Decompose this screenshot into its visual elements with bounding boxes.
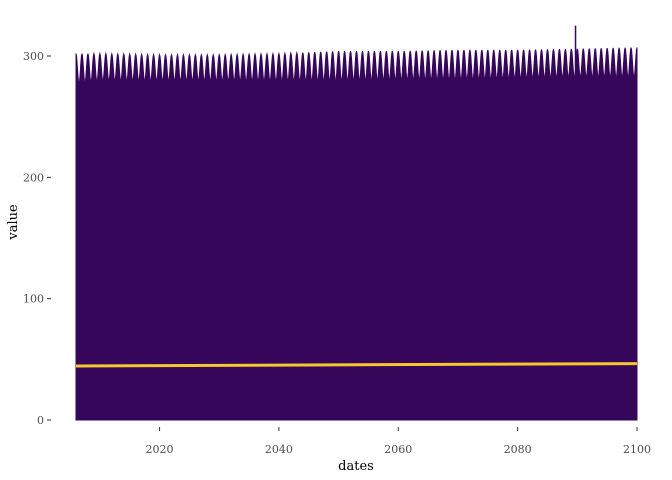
x-tick-label: 2020	[146, 443, 174, 456]
x-tick-label: 2040	[265, 443, 293, 456]
x-axis: 2020 2040 2060 2080 2100	[146, 427, 651, 456]
x-tick-label: 2100	[623, 443, 651, 456]
plot-area	[75, 25, 638, 421]
trend-line	[75, 362, 638, 368]
x-tick-label: 2060	[384, 443, 412, 456]
x-tick-label: 2080	[504, 443, 532, 456]
area-series	[75, 47, 638, 421]
x-axis-title: dates	[338, 459, 374, 474]
y-axis: 0 100 200 300	[23, 50, 51, 427]
y-axis-title: value	[6, 204, 21, 241]
y-tick-label: 200	[23, 171, 44, 184]
y-tick-label: 100	[23, 293, 44, 306]
y-tick-label: 300	[23, 50, 44, 63]
y-tick-label: 0	[37, 414, 44, 427]
